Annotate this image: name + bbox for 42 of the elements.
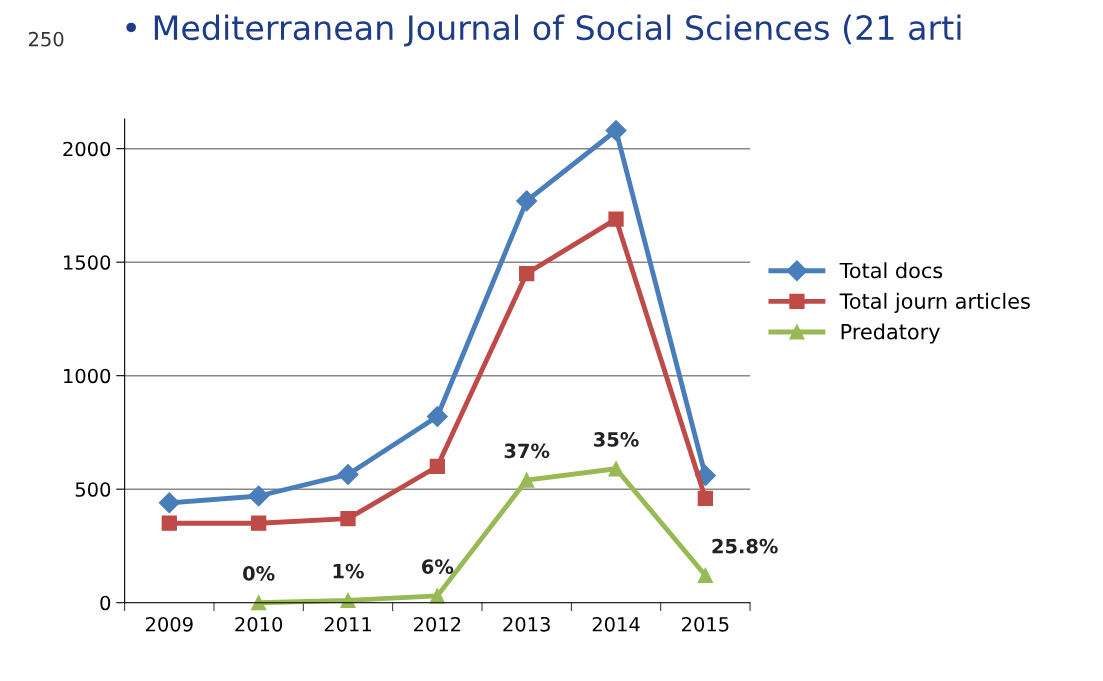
point [248, 485, 270, 507]
chart-title: • Mediterranean Journal of Social Sciences (21 arti [126, 14, 961, 47]
text: 250 [29, 31, 64, 47]
point [429, 588, 445, 604]
legend-label: Total journ articles [839, 292, 1030, 313]
point [161, 515, 177, 531]
point [340, 592, 356, 609]
annotation: 0% [243, 566, 275, 581]
annotation: 1% [333, 563, 364, 579]
y-tick-label: 500 [75, 482, 111, 497]
point [608, 461, 624, 477]
x-tick-label: 2009 [145, 616, 193, 632]
legend-label: Total docs [839, 262, 943, 279]
y-tick-label: 1000 [64, 368, 111, 384]
point [251, 515, 267, 531]
point [429, 458, 445, 475]
point [519, 265, 535, 282]
x-tick-label: 2010 [235, 616, 283, 632]
point [426, 406, 448, 428]
point [697, 490, 714, 506]
x-tick-label: 2011 [324, 616, 371, 632]
x-tick-label: 2012 [414, 616, 461, 632]
point [608, 211, 624, 227]
y-tick-label: 1500 [64, 255, 111, 270]
annotation: 25.8% [712, 538, 778, 554]
x-tick-label: 2014 [592, 616, 640, 632]
annotation: 6% [422, 559, 454, 574]
x-tick-label: 2013 [503, 616, 550, 632]
point [516, 190, 538, 212]
x-tick-label: 2015 [682, 616, 729, 632]
point [337, 463, 359, 485]
point [519, 472, 535, 488]
point [605, 120, 627, 142]
point [340, 511, 356, 527]
legend-label: Predatory [841, 323, 940, 344]
point [251, 595, 267, 611]
point [158, 492, 180, 514]
y-tick-label: 0 [100, 595, 111, 611]
y-tick-label: 2000 [63, 141, 111, 157]
annotation: 35% [594, 432, 639, 447]
annotation: 37% [504, 443, 550, 459]
point [697, 567, 714, 584]
